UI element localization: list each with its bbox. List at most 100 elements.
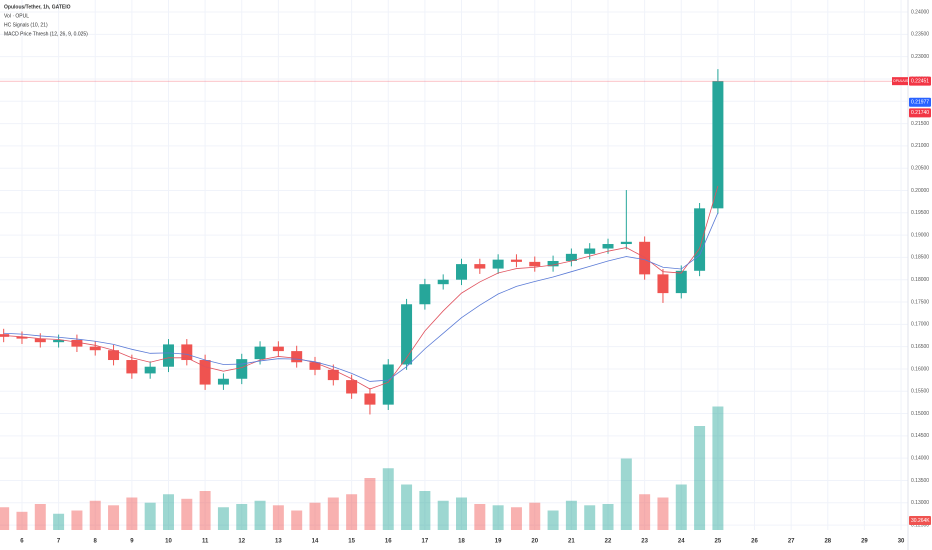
x-tick-label: 13 bbox=[275, 539, 282, 545]
candle-body bbox=[456, 264, 468, 280]
candle-body bbox=[162, 344, 174, 367]
candle-body bbox=[254, 346, 266, 360]
candle-body bbox=[675, 270, 687, 294]
y-tick-label: 0.21500 bbox=[911, 121, 929, 127]
volume-bar bbox=[0, 507, 10, 530]
price-tag-bg bbox=[909, 108, 931, 118]
volume-bar bbox=[309, 502, 321, 530]
y-tick-label: 0.18500 bbox=[911, 255, 929, 261]
indicator: Vol · OPUL bbox=[4, 13, 29, 19]
x-tick-label: 14 bbox=[312, 539, 319, 545]
volume-bar bbox=[53, 513, 65, 530]
volume-bar bbox=[162, 494, 174, 530]
candle-body bbox=[108, 350, 120, 361]
volume-bar bbox=[675, 484, 687, 530]
volume-bar bbox=[529, 502, 541, 530]
volume-bar bbox=[327, 497, 339, 530]
volume-bar bbox=[181, 498, 193, 530]
volume-layer bbox=[0, 406, 724, 530]
volume-bar bbox=[474, 504, 486, 530]
y-tick-label: 0.16500 bbox=[911, 344, 929, 350]
x-tick-label: 16 bbox=[385, 539, 392, 545]
volume-bar bbox=[126, 497, 138, 530]
volume-bar bbox=[584, 505, 596, 530]
volume-bar bbox=[364, 478, 376, 530]
volume-bar bbox=[346, 494, 358, 530]
plot-layer bbox=[0, 69, 908, 415]
candle-body bbox=[144, 366, 156, 374]
volume-bar bbox=[620, 458, 632, 530]
volume-bar bbox=[510, 507, 522, 530]
volume-bar bbox=[437, 500, 449, 530]
candle-body bbox=[602, 244, 614, 249]
price-tag: 0.22451 bbox=[911, 78, 929, 84]
candle-body bbox=[382, 364, 394, 405]
y-tick-label: 0.15500 bbox=[911, 389, 929, 395]
volume-bar bbox=[565, 500, 577, 530]
volume-bar bbox=[199, 491, 211, 530]
x-tick-label: 25 bbox=[715, 539, 722, 545]
x-tick-label: 19 bbox=[495, 539, 502, 545]
x-tick-label: 12 bbox=[238, 539, 245, 545]
x-tick-label: 20 bbox=[531, 539, 538, 545]
candle-body bbox=[694, 208, 706, 271]
volume-bar bbox=[657, 497, 669, 530]
volume-bar bbox=[456, 497, 468, 530]
x-tick-label: 15 bbox=[348, 539, 355, 545]
volume-bar bbox=[382, 468, 394, 530]
volume-bar bbox=[144, 502, 156, 530]
candle-body bbox=[126, 360, 138, 374]
candle-body bbox=[364, 393, 376, 405]
y-tick-label: 0.23000 bbox=[911, 54, 929, 60]
volume-bar bbox=[108, 505, 120, 530]
candle-body bbox=[492, 259, 504, 269]
candle-body bbox=[217, 378, 229, 385]
price-tag-bg bbox=[909, 76, 931, 86]
candle-body bbox=[474, 264, 486, 269]
axis-layer: 0.12500 0.13000 0.13500 0.14000 0.14500 0.150… bbox=[20, 0, 931, 550]
y-tick-label: 0.15000 bbox=[911, 411, 929, 417]
volume-bar bbox=[236, 504, 248, 530]
x-tick-label: 22 bbox=[605, 539, 612, 545]
candle-body bbox=[712, 81, 724, 209]
y-tick-label: 0.21000 bbox=[911, 143, 929, 149]
y-tick-label: 0.19500 bbox=[911, 210, 929, 216]
y-tick-label: 0.19000 bbox=[911, 232, 929, 238]
y-tick-label: 0.18000 bbox=[911, 277, 929, 283]
candle-body bbox=[547, 260, 559, 267]
indicator: HC Signals (10, 21) bbox=[4, 22, 48, 28]
y-tick-label: 0.12500 bbox=[911, 522, 929, 528]
y-tick-label: 0.20500 bbox=[911, 166, 929, 172]
x-tick-label: 21 bbox=[568, 539, 575, 545]
candle-body bbox=[437, 279, 449, 285]
y-tick-label: 0.23500 bbox=[911, 32, 929, 38]
volume-bar bbox=[419, 491, 431, 530]
x-tick-label: 11 bbox=[202, 539, 209, 545]
volume-bar bbox=[217, 507, 229, 530]
legend: Opulous/Tether, 1h, GATEIO Vol · OPUL HC… bbox=[4, 4, 88, 37]
x-tick-label: 17 bbox=[422, 539, 429, 545]
candle-body bbox=[71, 339, 83, 347]
candle-body bbox=[181, 344, 193, 361]
candle-body bbox=[565, 253, 577, 261]
x-tick-label: 24 bbox=[678, 539, 685, 545]
volume-bar bbox=[547, 510, 559, 530]
candle-body bbox=[34, 338, 46, 343]
y-tick-label: 0.17000 bbox=[911, 322, 929, 328]
volume-bar bbox=[89, 500, 101, 530]
y-tick-label: 0.20000 bbox=[911, 188, 929, 194]
volume-bar bbox=[401, 484, 413, 530]
x-tick-label: 27 bbox=[788, 539, 795, 545]
x-tick-label: 29 bbox=[861, 539, 868, 545]
y-tick-label: 0.17500 bbox=[911, 299, 929, 305]
candle-body bbox=[236, 359, 248, 379]
symbol-tag: OPUL/USDT bbox=[893, 79, 914, 83]
ma-line bbox=[3, 185, 719, 390]
candle-body bbox=[529, 261, 541, 267]
candle-body bbox=[346, 380, 358, 394]
y-tick-label: 0.13000 bbox=[911, 500, 929, 506]
volume-bar bbox=[272, 505, 284, 530]
candle-body bbox=[291, 351, 303, 363]
x-tick-label: 6 bbox=[20, 539, 24, 545]
